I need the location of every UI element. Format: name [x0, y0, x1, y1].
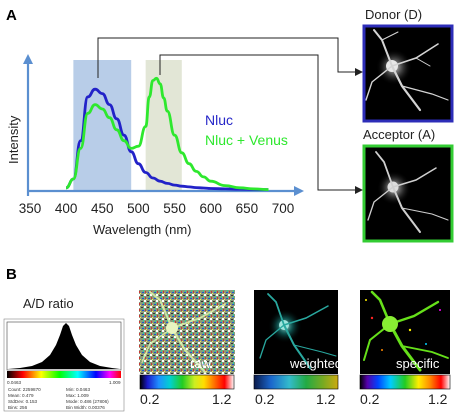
x-tick-label: 550	[163, 201, 186, 216]
specific-cbar-min: 0.2	[360, 391, 380, 407]
specific-label: specific	[396, 356, 440, 371]
x-tick-label: 400	[55, 201, 78, 216]
y-axis-label: Intensity	[6, 115, 21, 164]
y-axis-arrow	[23, 54, 33, 64]
histogram-stat: Mode: 0.486 (27806)	[66, 399, 109, 404]
histogram-shape	[8, 323, 120, 369]
x-tick-labels: 350 400 450 500 550 600 650 700	[19, 201, 295, 216]
raw-ratio-image: raw	[139, 290, 235, 374]
specific-ratio-image: specific	[360, 290, 450, 374]
specific-colorbar	[359, 374, 451, 390]
legend-nluc-venus: Nluc + Venus	[205, 132, 288, 148]
weighted-colorbar	[253, 374, 339, 390]
acceptor-border	[362, 144, 454, 243]
weighted-cbar-min: 0.2	[255, 391, 275, 407]
histogram-stat: Bins: 256	[8, 405, 28, 410]
shaded-band-1	[73, 60, 132, 190]
x-axis-label: Wavelength (nm)	[93, 222, 192, 237]
x-tick-label: 600	[199, 201, 222, 216]
x-tick-label: 350	[19, 201, 42, 216]
donor-label: Donor (D)	[365, 7, 422, 22]
series-line-nluc	[65, 87, 269, 191]
weighted-ratio-image: weighted	[254, 290, 342, 374]
panel-b-letter: B	[6, 266, 17, 283]
specific-speckles	[365, 299, 441, 351]
histogram-stat: Mean: 0.479	[8, 393, 34, 398]
acceptor-connector-arrow-from-peak	[159, 54, 358, 191]
raw-colorbar	[139, 374, 235, 390]
series-lines	[65, 76, 269, 191]
raw-label: raw	[190, 356, 212, 371]
histogram-stat: Max: 1.009	[66, 393, 89, 398]
panel-a-letter: A	[6, 7, 17, 24]
spectrum-chart: 350 400 450 500 550 600 650 700 Intensity Wavel…	[6, 54, 304, 237]
donor-image	[362, 24, 454, 123]
donor-border	[362, 24, 454, 123]
x-tick-label: 450	[91, 201, 114, 216]
weighted-cbar-max: 1.2	[316, 391, 336, 407]
donor-arrowhead	[355, 68, 363, 76]
legend-nluc: Nluc	[205, 112, 233, 128]
weighted-label: weighted	[289, 356, 342, 371]
acceptor-image	[362, 144, 454, 243]
x-tick-label: 650	[236, 201, 259, 216]
x-axis-arrow	[294, 186, 304, 196]
series-line-nluc-venus	[65, 76, 269, 191]
histogram-stat: StdDev: 0.153	[8, 399, 38, 404]
histogram-max: 1.009	[109, 380, 121, 385]
raw-cbar-min: 0.2	[140, 391, 160, 407]
histogram-stat: Bin Width: 0.00376	[66, 405, 105, 410]
x-tick-label: 500	[127, 201, 150, 216]
acceptor-label: Acceptor (A)	[363, 127, 435, 142]
histogram-min: 0.0463	[7, 380, 21, 385]
histogram-widget: 0.0463 1.009 Count: 2259870 Min: 0.0463 Me…	[3, 318, 125, 412]
x-tick-label: 700	[272, 201, 295, 216]
ratio-label: A/D ratio	[23, 296, 74, 311]
acceptor-arrowhead	[355, 186, 363, 194]
histogram-lut-bar	[7, 371, 121, 378]
histogram-stat: Min: 0.0463	[66, 387, 90, 392]
shaded-band-2	[145, 60, 182, 190]
raw-cbar-max: 1.2	[212, 391, 232, 407]
donor-connector-arrow	[97, 37, 358, 78]
histogram-stat: Count: 2259870	[8, 387, 41, 392]
shaded-bands	[73, 60, 182, 190]
specific-cbar-max: 1.2	[428, 391, 448, 407]
histogram-stats: Count: 2259870 Min: 0.0463 Mean: 0.479 Max:…	[8, 387, 109, 410]
